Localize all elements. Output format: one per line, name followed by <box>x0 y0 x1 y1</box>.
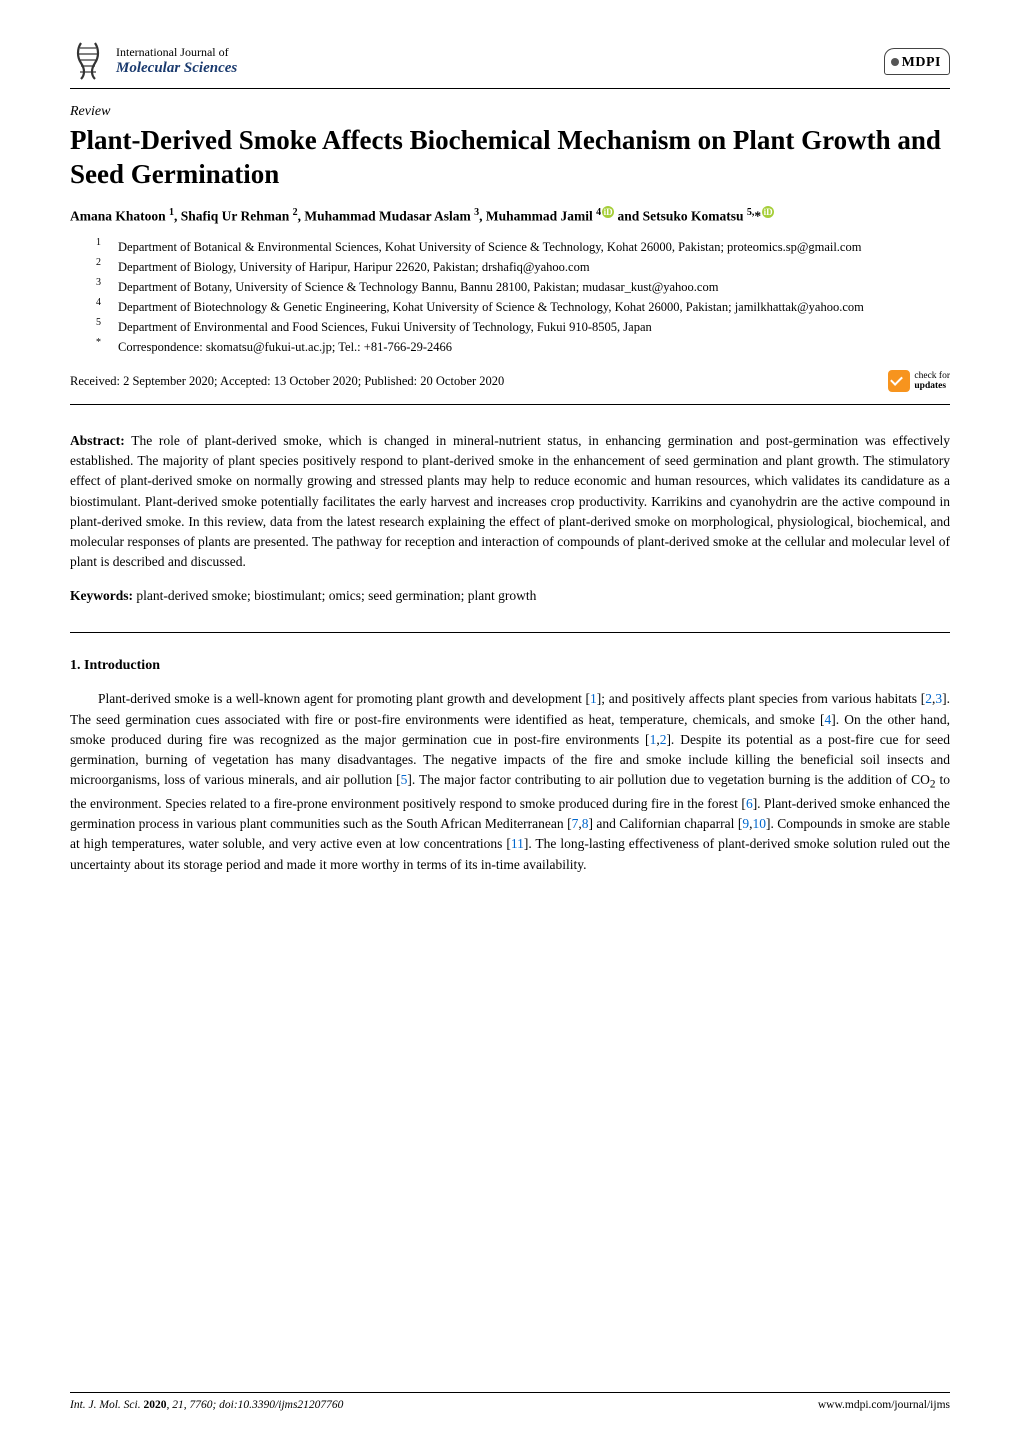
footer-right: www.mdpi.com/journal/ijms <box>818 1397 950 1414</box>
mdpi-dot-icon <box>891 58 899 66</box>
check-updates-line2: updates <box>914 381 946 391</box>
affiliation-num: 5 <box>96 316 118 334</box>
intro-paragraph: Plant-derived smoke is a well-known agen… <box>70 689 950 875</box>
abstract-text: The role of plant-derived smoke, which i… <box>70 433 950 570</box>
affiliation-row: 2 Department of Biology, University of H… <box>96 258 950 276</box>
abstract-paragraph: Abstract: The role of plant-derived smok… <box>70 431 950 573</box>
journal-logo-icon <box>70 40 106 82</box>
orcid-icon: iD <box>602 206 614 218</box>
affiliation-row: * Correspondence: skomatsu@fukui-ut.ac.j… <box>96 338 950 356</box>
affiliation-num: 3 <box>96 276 118 294</box>
footer-left: Int. J. Mol. Sci. 2020, 21, 7760; doi:10… <box>70 1397 343 1414</box>
abstract-label: Abstract: <box>70 433 125 448</box>
check-updates-link[interactable]: check for updates <box>888 370 950 392</box>
orcid-icon: iD <box>762 206 774 218</box>
keywords-paragraph: Keywords: plant-derived smoke; biostimul… <box>70 586 950 606</box>
section-heading: 1. Introduction <box>70 655 950 676</box>
check-updates-icon <box>888 370 910 392</box>
journal-block: International Journal of Molecular Scien… <box>70 40 237 82</box>
keywords-label: Keywords: <box>70 588 133 603</box>
keywords-text: plant-derived smoke; biostimulant; omics… <box>136 588 536 603</box>
publisher-logo: MDPI <box>884 48 950 75</box>
affiliation-text: Department of Biotechnology & Genetic En… <box>118 298 950 316</box>
affiliation-text: Department of Biology, University of Har… <box>118 258 950 276</box>
author-list: Amana Khatoon 1, Shafiq Ur Rehman 2, Muh… <box>70 206 950 226</box>
journal-url-link[interactable]: www.mdpi.com/journal/ijms <box>818 1399 950 1411</box>
affiliation-num: * <box>96 336 118 354</box>
article-title: Plant-Derived Smoke Affects Biochemical … <box>70 124 950 192</box>
affiliations: 1 Department of Botanical & Environmenta… <box>70 238 950 357</box>
check-updates-text: check for updates <box>914 371 950 392</box>
dates-row: Received: 2 September 2020; Accepted: 13… <box>70 370 950 392</box>
check-updates-line1: check for <box>914 371 950 381</box>
affiliation-num: 2 <box>96 256 118 274</box>
journal-name: Molecular Sciences <box>116 59 237 77</box>
affiliation-row: 5 Department of Environmental and Food S… <box>96 318 950 336</box>
affiliation-row: 4 Department of Biotechnology & Genetic … <box>96 298 950 316</box>
affiliation-text: Department of Environmental and Food Sci… <box>118 318 950 336</box>
journal-text: International Journal of Molecular Scien… <box>116 45 237 77</box>
affiliation-row: 3 Department of Botany, University of Sc… <box>96 278 950 296</box>
affiliation-text: Correspondence: skomatsu@fukui-ut.ac.jp;… <box>118 338 950 356</box>
journal-superline: International Journal of <box>116 45 237 59</box>
page-root: International Journal of Molecular Scien… <box>0 0 1020 1442</box>
affiliation-text: Department of Botany, University of Scie… <box>118 278 950 296</box>
affiliation-num: 4 <box>96 296 118 314</box>
article-type: Review <box>70 101 950 122</box>
pub-dates: Received: 2 September 2020; Accepted: 13… <box>70 372 504 391</box>
top-rule <box>70 88 950 89</box>
abstract-block: Abstract: The role of plant-derived smok… <box>70 404 950 633</box>
page-footer: Int. J. Mol. Sci. 2020, 21, 7760; doi:10… <box>70 1392 950 1414</box>
publisher-label: MDPI <box>902 52 941 73</box>
affiliation-row: 1 Department of Botanical & Environmenta… <box>96 238 950 256</box>
affiliation-num: 1 <box>96 236 118 254</box>
affiliation-text: Department of Botanical & Environmental … <box>118 238 950 256</box>
header: International Journal of Molecular Scien… <box>70 40 950 82</box>
